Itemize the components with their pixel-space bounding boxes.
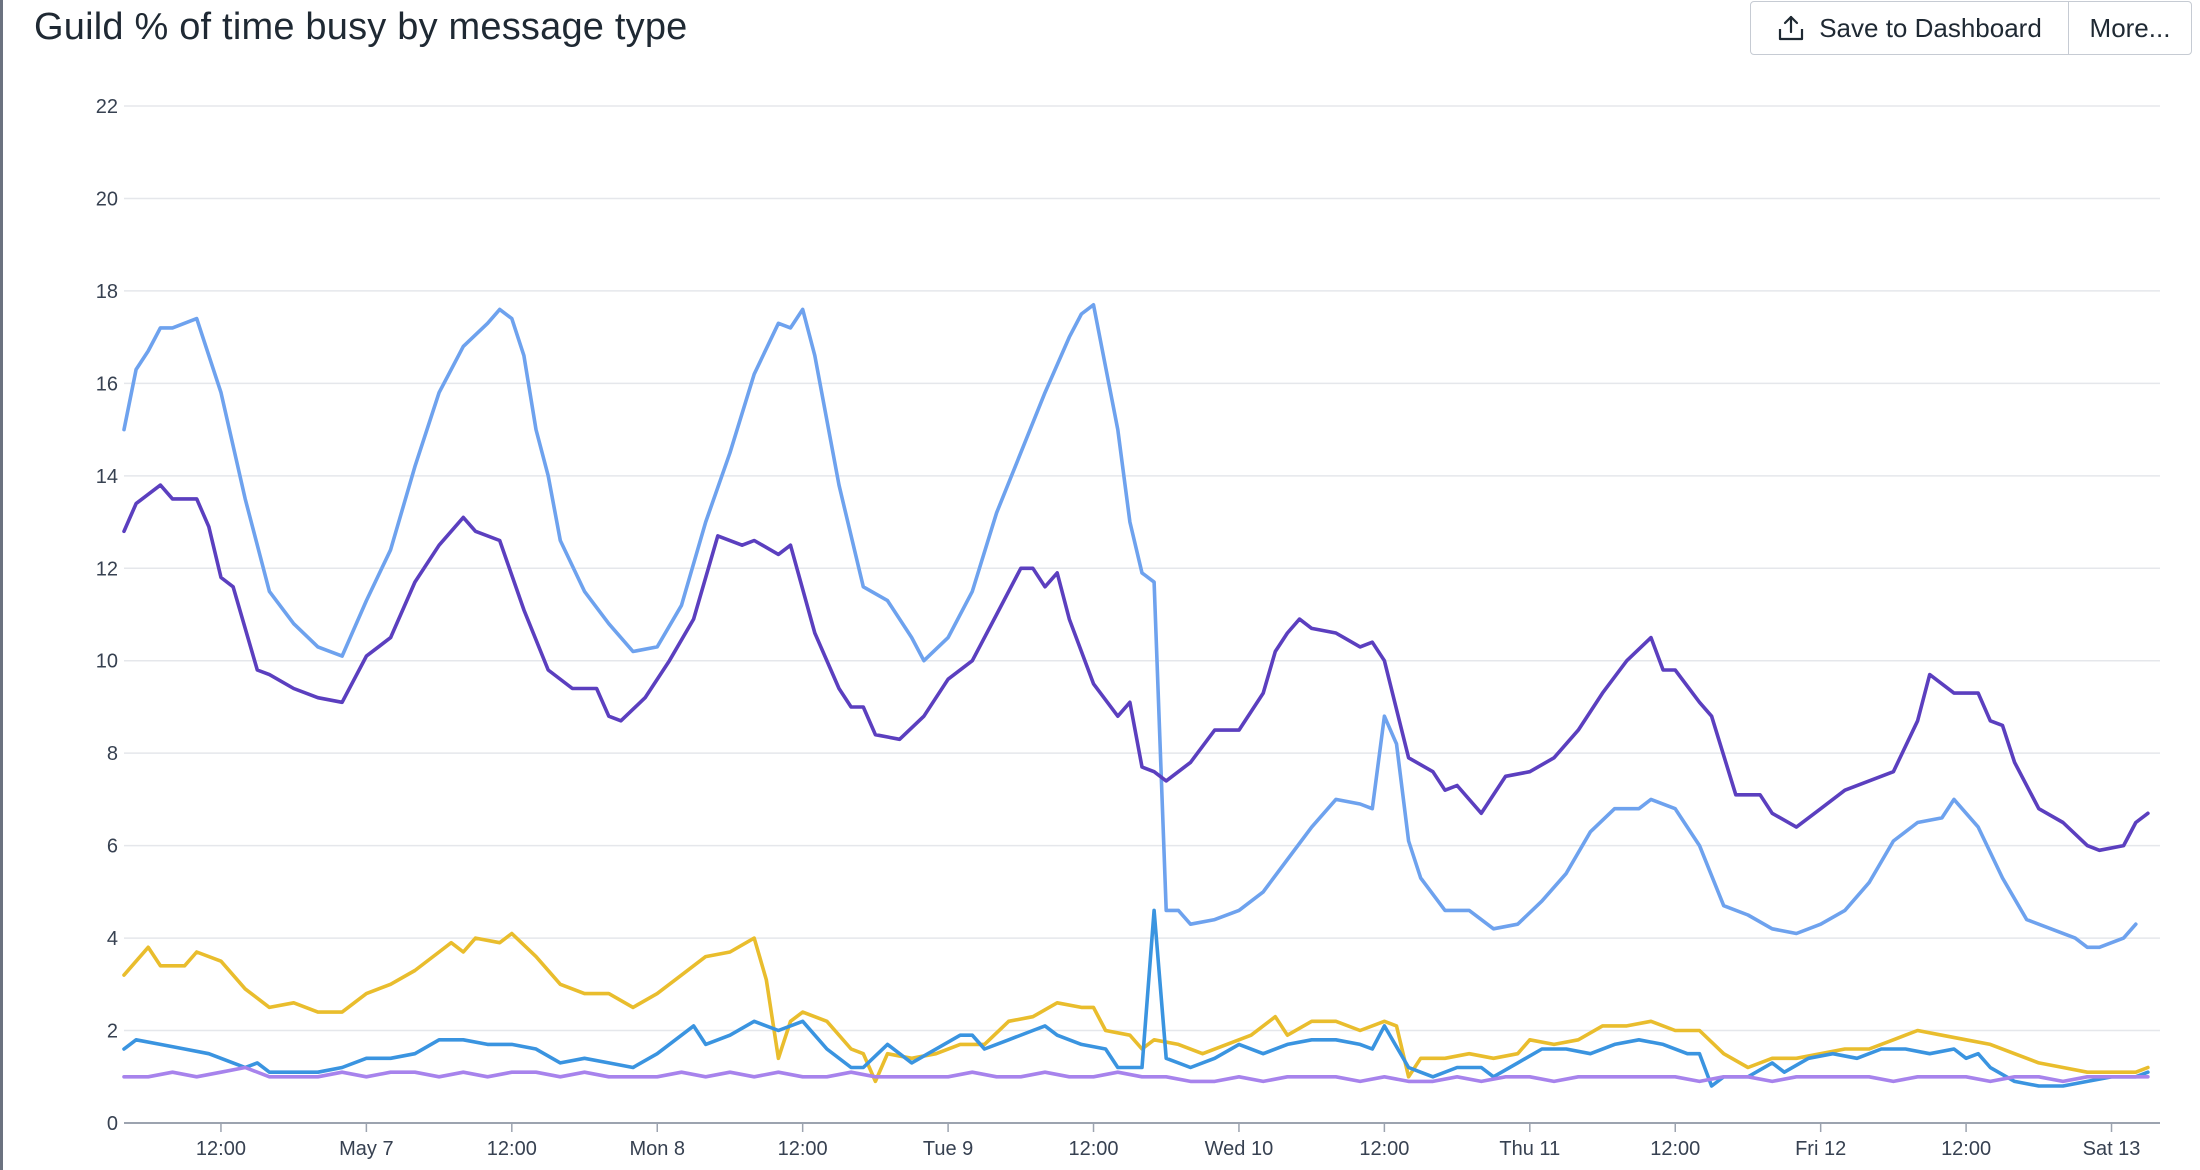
y-tick-label: 8 <box>107 743 118 765</box>
y-tick-label: 16 <box>96 373 118 395</box>
y-tick-label: 6 <box>107 836 118 858</box>
more-button[interactable]: More... <box>2089 12 2171 43</box>
y-tick-label: 20 <box>96 188 118 210</box>
y-tick-label: 4 <box>107 928 118 950</box>
series-line-3 <box>122 931 2150 1084</box>
x-tick-label: 12:00 <box>196 1138 246 1160</box>
series-line-5 <box>122 1065 2150 1084</box>
series-line-2 <box>122 483 2150 853</box>
x-tick-label: 12:00 <box>778 1138 828 1160</box>
chart-actions: Save to Dashboard More... <box>1750 1 2192 55</box>
x-tick-label: Mon 8 <box>629 1138 685 1160</box>
y-tick-label: 10 <box>96 651 118 673</box>
x-tick-label: Fri 12 <box>1795 1138 1846 1160</box>
series-line-1 <box>122 303 2138 950</box>
x-tick-label: Wed 10 <box>1205 1138 1274 1160</box>
x-tick-label: 12:00 <box>1941 1138 1991 1160</box>
y-tick-label: 14 <box>96 466 118 488</box>
x-tick-label: 12:00 <box>1359 1138 1409 1160</box>
x-tick-label: 12:00 <box>1068 1138 1118 1160</box>
save-to-dashboard-label: Save to Dashboard <box>1819 12 2042 43</box>
x-tick-label: Tue 9 <box>923 1138 973 1160</box>
x-tick-label: Sat 13 <box>2083 1138 2141 1160</box>
x-tick-label: 12:00 <box>487 1138 537 1160</box>
y-tick-label: 12 <box>96 558 118 580</box>
y-tick-label: 2 <box>107 1021 118 1043</box>
x-tick-label: 12:00 <box>1650 1138 1700 1160</box>
x-tick-label: May 7 <box>339 1138 393 1160</box>
x-tick-label: Thu 11 <box>1499 1138 1560 1160</box>
y-tick-label: 18 <box>96 281 118 303</box>
chart-title: Guild % of time busy by message type <box>34 6 688 48</box>
y-tick-label: 0 <box>107 1113 118 1135</box>
upload-icon <box>1777 14 1805 42</box>
save-to-dashboard-button[interactable]: Save to Dashboard <box>1751 2 2069 54</box>
y-tick-label: 22 <box>96 96 118 118</box>
series-line-4 <box>122 908 2150 1088</box>
window-edge <box>0 0 3 1170</box>
